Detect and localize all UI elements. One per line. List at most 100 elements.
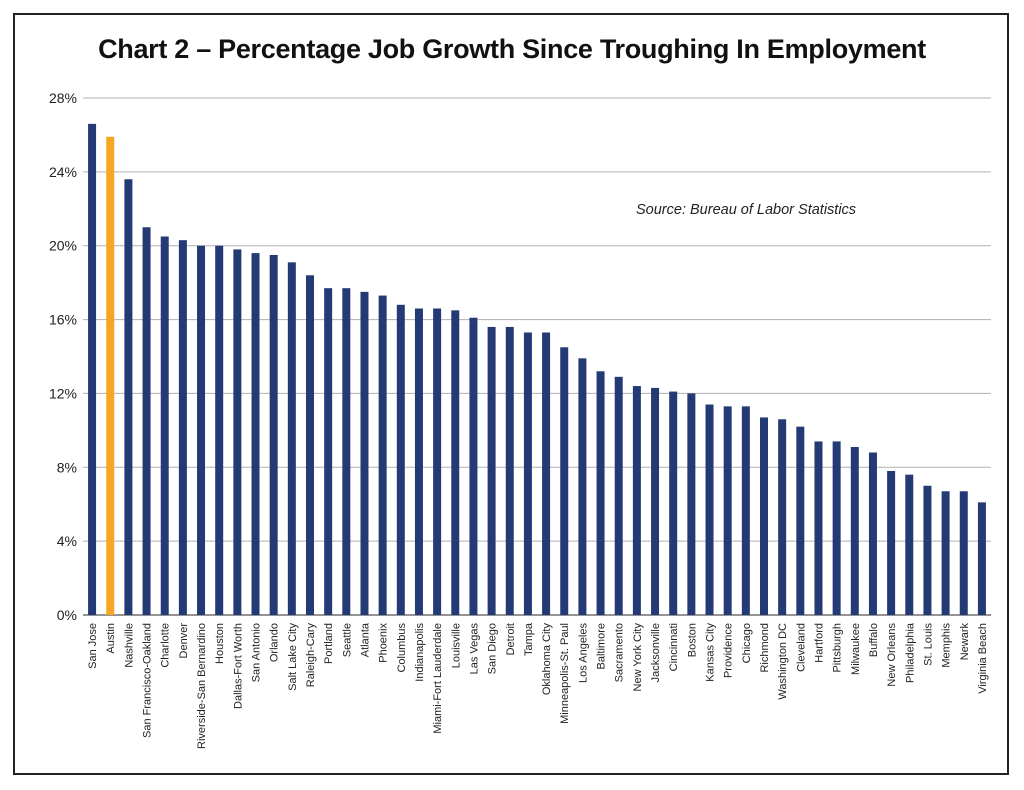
bar bbox=[651, 387, 660, 615]
y-tick-label: 24% bbox=[49, 164, 77, 180]
x-tick-label: San Antonio bbox=[251, 623, 263, 682]
bar bbox=[124, 179, 133, 615]
x-tick-label: New York City bbox=[632, 623, 644, 692]
bar bbox=[578, 358, 587, 615]
x-tick-label: Portland bbox=[323, 623, 335, 664]
bar bbox=[977, 502, 986, 615]
bar bbox=[396, 304, 405, 615]
bar bbox=[941, 491, 950, 615]
x-tick-label: Cleveland bbox=[795, 623, 807, 672]
x-tick-label: Hartford bbox=[813, 623, 825, 663]
x-tick-label: Richmond bbox=[759, 623, 771, 673]
bar bbox=[160, 236, 169, 615]
bar bbox=[796, 426, 805, 615]
bar bbox=[178, 240, 187, 616]
bar bbox=[487, 326, 496, 615]
x-tick-label: Buffalo bbox=[868, 623, 880, 657]
y-tick-label: 8% bbox=[57, 459, 77, 475]
x-tick-label: Cincinnati bbox=[668, 623, 680, 671]
x-tick-label: Kansas City bbox=[705, 623, 717, 682]
x-tick-label: Houston bbox=[214, 623, 226, 664]
x-tick-label: Chicago bbox=[741, 623, 753, 663]
bar bbox=[868, 452, 877, 615]
x-tick-label: Orlando bbox=[269, 623, 281, 662]
bar bbox=[614, 376, 623, 615]
bar bbox=[760, 417, 768, 615]
x-tick-label: Raleigh-Cary bbox=[305, 623, 317, 688]
x-tick-label: Jacksonville bbox=[650, 623, 662, 682]
x-tick-label: Detroit bbox=[505, 623, 517, 655]
x-tick-label: Tampa bbox=[523, 622, 535, 656]
x-tick-label: Baltimore bbox=[596, 623, 608, 669]
bar bbox=[923, 485, 932, 615]
bar bbox=[596, 371, 605, 615]
bar bbox=[959, 491, 968, 615]
bar bbox=[106, 136, 115, 615]
bar bbox=[905, 474, 914, 615]
bar bbox=[88, 123, 97, 615]
bar bbox=[687, 393, 696, 615]
bar bbox=[233, 249, 242, 615]
x-tick-label: Philadelphia bbox=[904, 622, 916, 683]
bar bbox=[269, 254, 278, 616]
x-tick-label: Louisville bbox=[450, 623, 462, 668]
x-tick-label: Memphis bbox=[941, 623, 953, 668]
bar bbox=[469, 317, 478, 615]
bar bbox=[814, 441, 823, 615]
y-tick-label: 4% bbox=[57, 533, 77, 549]
x-tick-label: Minneapolis-St. Paul bbox=[559, 623, 571, 724]
x-tick-label: Charlotte bbox=[160, 623, 172, 668]
x-tick-label: Riverside-San Bernardino bbox=[196, 623, 208, 749]
x-tick-label: Newark bbox=[959, 623, 971, 661]
bar bbox=[850, 446, 859, 615]
y-tick-label: 12% bbox=[49, 385, 77, 401]
bar bbox=[505, 326, 514, 615]
x-tick-label: Indianapolis bbox=[414, 623, 426, 682]
x-tick-label: Boston bbox=[686, 623, 698, 657]
x-tick-label: San Diego bbox=[487, 623, 499, 674]
bar bbox=[741, 406, 750, 615]
bar bbox=[414, 308, 423, 615]
bar bbox=[306, 275, 314, 615]
bar bbox=[287, 262, 296, 615]
bar bbox=[433, 308, 442, 615]
x-tick-label: Oklahoma City bbox=[541, 623, 553, 696]
x-tick-label: Pittsburgh bbox=[832, 623, 844, 673]
bar bbox=[669, 391, 678, 615]
x-tick-label: Austin bbox=[105, 623, 117, 654]
x-tick-label: Phoenix bbox=[378, 623, 390, 663]
bar bbox=[542, 332, 551, 615]
bar bbox=[560, 347, 569, 615]
source-annotation: Source: Bureau of Labor Statistics bbox=[636, 202, 856, 218]
bar bbox=[378, 295, 387, 615]
x-tick-label: Miami-Fort Lauderdale bbox=[432, 623, 444, 734]
bar bbox=[778, 419, 787, 615]
x-tick-label: Atlanta bbox=[359, 622, 371, 657]
x-tick-label: Virginia Beach bbox=[977, 623, 989, 694]
y-axis-ticks: 0% 4% 8% 12% 16% 20% 24% 28% bbox=[49, 90, 77, 623]
chart-title: Chart 2 – Percentage Job Growth Since Tr… bbox=[98, 34, 926, 64]
x-tick-label: Providence bbox=[723, 623, 735, 678]
x-tick-label: San Jose bbox=[87, 623, 99, 669]
x-tick-label: Denver bbox=[178, 623, 190, 659]
x-tick-label: Seattle bbox=[341, 623, 353, 657]
x-tick-label: Salt Lake City bbox=[287, 623, 299, 691]
bar bbox=[142, 227, 151, 615]
x-tick-label: New Orleans bbox=[886, 623, 898, 687]
y-tick-label: 20% bbox=[49, 238, 77, 254]
bar bbox=[523, 332, 532, 615]
bar bbox=[723, 406, 732, 615]
bar bbox=[251, 253, 260, 615]
bar bbox=[705, 404, 714, 615]
bars bbox=[88, 123, 986, 616]
x-axis-labels: San Jose Austin Nashville San Francisco-Oak… bbox=[87, 622, 989, 749]
bar bbox=[197, 245, 206, 615]
y-tick-label: 28% bbox=[49, 90, 77, 106]
y-tick-label: 16% bbox=[49, 312, 77, 328]
y-tick-label: 0% bbox=[57, 607, 77, 623]
x-tick-label: Las Vegas bbox=[468, 623, 480, 675]
x-tick-label: Nashville bbox=[123, 623, 135, 668]
x-tick-label: Milwaukee bbox=[850, 623, 862, 675]
bar bbox=[632, 386, 641, 615]
